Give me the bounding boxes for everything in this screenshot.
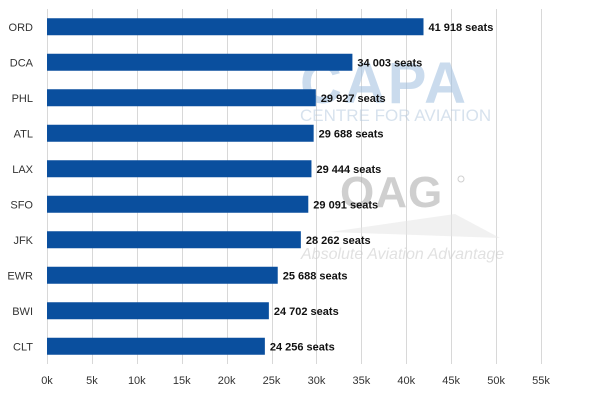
y-category-label: SFO (10, 199, 33, 211)
y-category-label: JFK (13, 235, 33, 247)
data-label: 29 927 seats (321, 93, 386, 105)
x-tick-label: 5k (86, 375, 98, 387)
watermark-logos: CAPA CENTRE FOR AVIATION OAG Absolute Av… (300, 51, 504, 263)
data-label: 29 444 seats (316, 164, 381, 176)
oag-swoosh (330, 214, 500, 238)
x-tick-label: 25k (263, 375, 281, 387)
y-category-label: LAX (12, 164, 33, 176)
x-tick-label: 15k (173, 375, 191, 387)
bar (47, 195, 309, 213)
y-category-label: BWI (12, 306, 33, 318)
x-tick-label: 20k (218, 375, 236, 387)
data-label: 29 091 seats (313, 199, 378, 211)
data-label: 34 003 seats (357, 57, 422, 69)
x-tick-label: 0k (41, 375, 53, 387)
oag-registered-mark (457, 175, 465, 183)
bar (47, 160, 312, 178)
x-tick-label: 10k (128, 375, 146, 387)
bar (47, 18, 424, 36)
bar (47, 231, 301, 249)
x-axis-ticks: 0k 5k 10k 15k 20k 25k 30k 35k 40k 45k 50k 55k (41, 375, 550, 387)
oag-tagline: Absolute Aviation Advantage (300, 246, 504, 263)
y-category-label: PHL (12, 93, 33, 105)
bar (47, 302, 269, 320)
data-labels: 41 918 seats 34 003 seats 29 927 seats 29 6… (270, 22, 493, 354)
bar (47, 89, 316, 107)
bars (47, 18, 424, 355)
oag-logo: OAG (340, 168, 443, 217)
x-tick-label: 40k (397, 375, 415, 387)
data-label: 24 702 seats (274, 306, 339, 318)
data-label: 29 688 seats (319, 128, 384, 140)
y-category-label: ATL (14, 128, 33, 140)
data-label: 28 262 seats (306, 235, 371, 247)
y-axis-categories: ORD DCA PHL ATL LAX SFO JFK EWR BWI CLT (7, 22, 33, 354)
y-category-label: EWR (7, 270, 33, 282)
x-tick-label: 35k (352, 375, 370, 387)
x-tick-label: 50k (487, 375, 505, 387)
bar (47, 266, 278, 284)
y-category-label: ORD (9, 22, 34, 34)
bar (47, 337, 265, 355)
x-tick-label: 45k (442, 375, 460, 387)
bar (47, 53, 353, 71)
y-category-label: CLT (13, 341, 33, 353)
data-label: 41 918 seats (428, 22, 493, 34)
y-category-label: DCA (10, 57, 34, 69)
bar (47, 124, 314, 142)
capa-tagline: CENTRE FOR AVIATION (300, 106, 491, 125)
data-label: 24 256 seats (270, 341, 335, 353)
x-tick-label: 55k (532, 375, 550, 387)
x-tick-label: 30k (308, 375, 326, 387)
data-label: 25 688 seats (283, 270, 348, 282)
